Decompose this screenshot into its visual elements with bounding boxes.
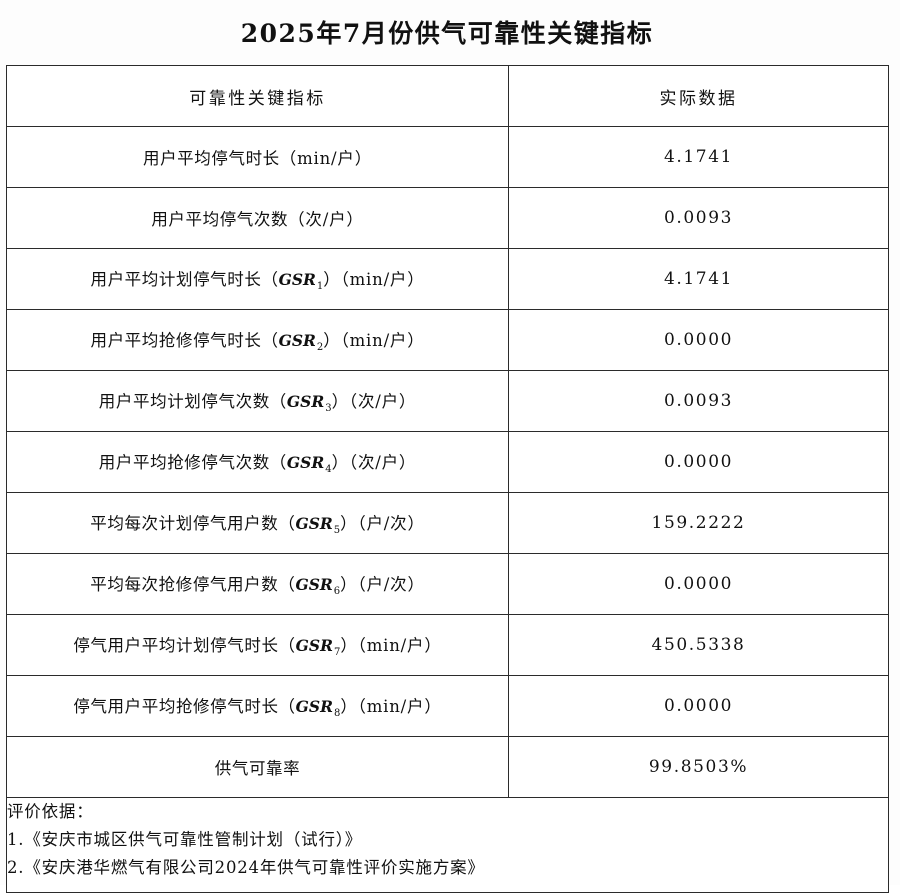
metric-unit: ）（户/次） — [340, 513, 425, 533]
metric-text: 用户平均计划停气次数（ — [98, 391, 287, 411]
metric-label: 平均每次计划停气用户数（GSR5）（户/次） — [6, 492, 509, 554]
metric-unit: （次/户） — [288, 210, 364, 229]
column-header-value: 实际数据 — [508, 65, 889, 127]
note-heading: 评价依据： — [7, 802, 94, 821]
metric-value: 450.5338 — [508, 614, 889, 676]
table-note-row: 评价依据： 1.《安庆市城区供气可靠性管制计划（试行）》 2.《安庆港华燃气有限… — [6, 797, 889, 893]
metric-label: 用户平均停气次数（次/户） — [6, 187, 509, 249]
metric-label: 用户平均停气时长（min/户） — [6, 126, 509, 188]
metric-unit: ）（min/户） — [340, 696, 442, 716]
metric-value: 4.1741 — [508, 248, 889, 310]
metric-label: 停气用户平均抢修停气时长（GSR8）（min/户） — [6, 675, 509, 737]
gsr-subscript: 6 — [333, 586, 341, 598]
metric-text: 用户平均抢修停气时长（ — [90, 330, 279, 350]
metric-text: 平均每次抢修停气用户数（ — [90, 574, 296, 594]
gsr-subscript: 8 — [333, 708, 341, 720]
gsr-subscript: 2 — [316, 342, 324, 354]
metric-text: 平均每次计划停气用户数（ — [90, 513, 296, 533]
gsr-symbol: GSR — [295, 513, 333, 533]
table-row: 停气用户平均抢修停气时长（GSR8）（min/户） 0.0000 — [6, 675, 889, 737]
metric-text: 用户平均停气次数 — [151, 210, 289, 229]
metric-text: 停气用户平均计划停气时长（ — [73, 635, 296, 655]
table-body: 用户平均停气时长（min/户） 4.1741 用户平均停气次数（次/户） 0.0093… — [6, 126, 889, 798]
table-row: 平均每次抢修停气用户数（GSR6）（户/次） 0.0000 — [6, 553, 889, 615]
metric-text: 用户平均停气时长 — [142, 149, 280, 168]
metric-label: 用户平均抢修停气时长（GSR2）（min/户） — [6, 309, 509, 371]
evaluation-basis-note: 评价依据： 1.《安庆市城区供气可靠性管制计划（试行）》 2.《安庆港华燃气有限… — [6, 797, 889, 893]
metric-value: 0.0093 — [508, 187, 889, 249]
table-row: 用户平均抢修停气时长（GSR2）（min/户） 0.0000 — [6, 309, 889, 371]
metric-value: 0.0000 — [508, 675, 889, 737]
metric-label: 用户平均计划停气次数（GSR3）（次/户） — [6, 370, 509, 432]
metric-value: 0.0000 — [508, 309, 889, 371]
table-row: 停气用户平均计划停气时长（GSR7）（min/户） 450.5338 — [6, 614, 889, 676]
gsr-symbol: GSR — [278, 269, 316, 289]
metric-text: 用户平均计划停气时长（ — [90, 269, 279, 289]
metric-unit: ）（户/次） — [340, 574, 425, 594]
metric-unit: ）（次/户） — [331, 452, 417, 472]
gsr-subscript: 1 — [316, 281, 324, 293]
metric-value: 0.0093 — [508, 370, 889, 432]
gsr-symbol: GSR — [295, 696, 333, 716]
metric-value: 99.8503% — [508, 736, 889, 798]
note-line-2: 2.《安庆港华燃气有限公司2024年供气可靠性评价实施方案》 — [7, 858, 485, 877]
metric-unit: ）（次/户） — [331, 391, 417, 411]
metric-value: 159.2222 — [508, 492, 889, 554]
metric-unit: ）（min/户） — [323, 269, 425, 289]
gsr-subscript: 3 — [325, 403, 332, 415]
table-row: 供气可靠率 99.8503% — [6, 736, 889, 798]
gsr-symbol: GSR — [286, 391, 325, 411]
table-row: 用户平均停气次数（次/户） 0.0093 — [6, 187, 889, 249]
gsr-subscript: 5 — [333, 525, 341, 537]
gsr-symbol: GSR — [295, 574, 333, 594]
metric-unit: ）（min/户） — [323, 330, 425, 350]
table-header-row: 可靠性关键指标 实际数据 — [6, 65, 889, 127]
table-row: 用户平均计划停气时长（GSR1）（min/户） 4.1741 — [6, 248, 889, 310]
metric-text: 供气可靠率 — [214, 759, 301, 778]
gsr-subscript: 7 — [333, 647, 341, 659]
gsr-symbol: GSR — [278, 330, 316, 350]
metric-value: 4.1741 — [508, 126, 889, 188]
metric-label: 用户平均抢修停气次数（GSR4）（次/户） — [6, 431, 509, 493]
metric-label: 用户平均计划停气时长（GSR1）（min/户） — [6, 248, 509, 310]
gsr-symbol: GSR — [286, 452, 325, 472]
note-line-1: 1.《安庆市城区供气可靠性管制计划（试行）》 — [7, 830, 363, 849]
table-row: 用户平均抢修停气次数（GSR4）（次/户） 0.0000 — [6, 431, 889, 493]
reliability-metrics-table: 可靠性关键指标 实际数据 用户平均停气时长（min/户） 4.1741 用户平均停气… — [6, 65, 889, 893]
gsr-symbol: GSR — [295, 635, 333, 655]
metric-value: 0.0000 — [508, 431, 889, 493]
page-title: 2025年7月份供气可靠性关键指标 — [240, 19, 654, 48]
metric-label: 供气可靠率 — [6, 736, 509, 798]
table-row: 平均每次计划停气用户数（GSR5）（户/次） 159.2222 — [6, 492, 889, 554]
metric-value: 0.0000 — [508, 553, 889, 615]
metric-text: 停气用户平均抢修停气时长（ — [73, 696, 296, 716]
table-row: 用户平均计划停气次数（GSR3）（次/户） 0.0093 — [6, 370, 889, 432]
metric-label: 停气用户平均计划停气时长（GSR7）（min/户） — [6, 614, 509, 676]
gsr-subscript: 4 — [325, 464, 332, 476]
metric-label: 平均每次抢修停气用户数（GSR6）（户/次） — [6, 553, 509, 615]
metric-unit: （min/户） — [279, 149, 373, 168]
table-row: 用户平均停气时长（min/户） 4.1741 — [6, 126, 889, 188]
metric-text: 用户平均抢修停气次数（ — [98, 452, 287, 472]
column-header-metric: 可靠性关键指标 — [6, 65, 509, 127]
metric-unit: ）（min/户） — [340, 635, 442, 655]
